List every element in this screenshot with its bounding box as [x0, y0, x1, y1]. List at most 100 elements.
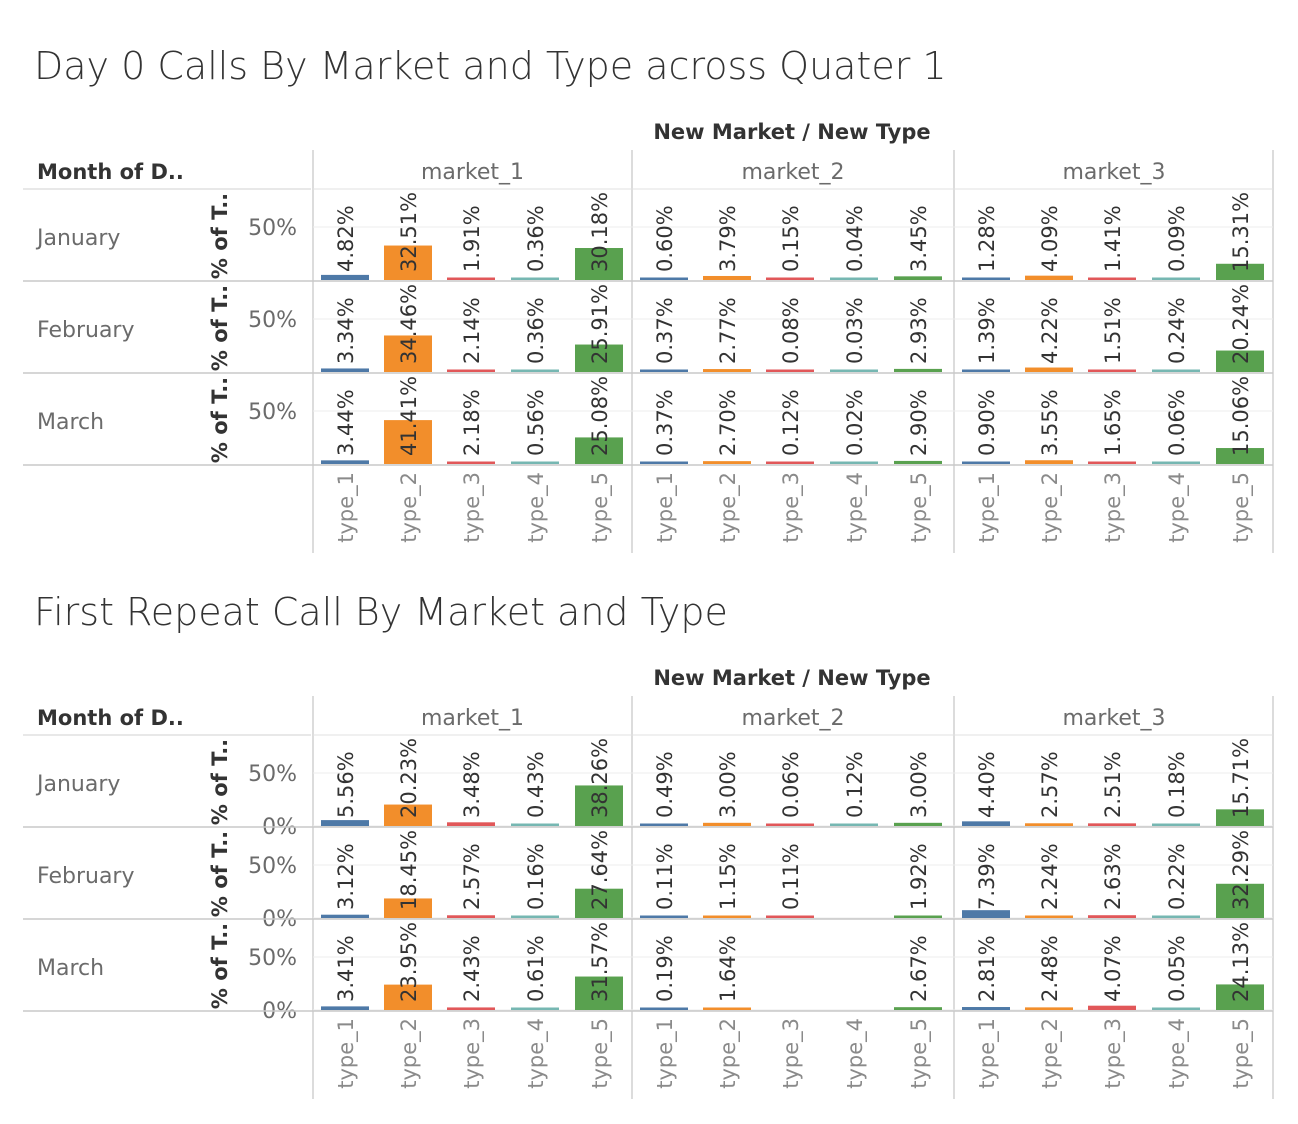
data-label: 20.24% [1229, 284, 1253, 364]
bar [575, 785, 623, 826]
x-tick-label: type_1 [334, 472, 359, 543]
data-label: 2.57% [460, 843, 484, 910]
data-label: 1.51% [1101, 297, 1125, 364]
data-label: 0.11% [653, 843, 677, 910]
data-label: 3.34% [334, 297, 358, 364]
data-label: 0.36% [524, 297, 548, 364]
market-header: market_1 [421, 160, 524, 185]
x-tick-label: type_1 [653, 472, 678, 543]
data-label: 1.92% [907, 843, 931, 910]
x-tick-label: type_2 [397, 472, 422, 543]
bar [1152, 1007, 1200, 1010]
data-label: 0.60% [653, 205, 677, 272]
y-tick-label: 50% [248, 762, 297, 787]
bar [447, 822, 495, 826]
bar [962, 369, 1010, 372]
data-label: 2.51% [1101, 751, 1125, 818]
row-header: Month of D.. [37, 706, 184, 730]
data-label: 2.48% [1038, 935, 1062, 1002]
data-label: 2.14% [460, 297, 484, 364]
bar [511, 915, 559, 918]
y-tick-label: 50% [248, 308, 297, 333]
y-axis-label: % of T.. [208, 193, 232, 279]
data-label: 3.00% [907, 751, 931, 818]
data-label: 2.77% [716, 297, 740, 364]
bar [766, 915, 814, 918]
x-tick-label: type_1 [653, 1018, 678, 1089]
bar [830, 277, 878, 280]
bar [511, 461, 559, 464]
bar [1088, 461, 1136, 464]
data-label: 4.07% [1101, 935, 1125, 1002]
bar [1216, 263, 1264, 280]
y-tick-label: 50% [248, 216, 297, 241]
bar [575, 888, 623, 918]
bar [640, 915, 688, 918]
data-label: 1.41% [1101, 205, 1125, 272]
data-label: 0.04% [843, 205, 867, 272]
x-tick-label: type_4 [1165, 1018, 1190, 1089]
data-label: 20.23% [397, 738, 421, 818]
chart-svg: New Market / New Type Month of D.. market_… [23, 666, 1274, 1099]
data-label: 1.28% [975, 205, 999, 272]
bar [384, 335, 432, 372]
market-header: market_2 [741, 160, 844, 185]
data-label: 0.22% [1165, 843, 1189, 910]
column-header: New Market / New Type [653, 666, 930, 690]
data-label: 3.48% [460, 751, 484, 818]
bar [575, 248, 623, 280]
y-tick-label: 50% [248, 854, 297, 879]
data-label: 0.12% [843, 751, 867, 818]
bar [1088, 369, 1136, 372]
bar [1088, 823, 1136, 826]
data-label: 0.03% [843, 297, 867, 364]
bar [894, 276, 942, 280]
bar [1152, 461, 1200, 464]
y-axis-label: % of T.. [208, 831, 232, 917]
bar [894, 460, 942, 464]
data-label: 1.15% [716, 843, 740, 910]
data-label: 2.24% [1038, 843, 1062, 910]
month-label: February [37, 864, 135, 889]
data-label: 0.18% [1165, 751, 1189, 818]
bar [1216, 350, 1264, 372]
data-label: 0.49% [653, 751, 677, 818]
bar [962, 461, 1010, 464]
x-tick-label: type_4 [1165, 472, 1190, 543]
bar [830, 823, 878, 826]
x-tick-label: type_5 [588, 472, 613, 543]
x-tick-label: type_5 [907, 1018, 932, 1089]
data-label: 3.41% [334, 935, 358, 1002]
x-tick-label: type_3 [460, 472, 485, 543]
data-label: 25.91% [588, 284, 612, 364]
x-tick-label: type_1 [975, 1018, 1000, 1089]
data-label: 4.82% [334, 205, 358, 272]
bar [962, 1007, 1010, 1010]
bar [1152, 823, 1200, 826]
chart-svg: New Market / New Type Month of D.. market_… [23, 120, 1274, 553]
bar [511, 1007, 559, 1010]
bar [321, 914, 369, 918]
data-label: 15.71% [1229, 738, 1253, 818]
x-tick-label: type_3 [1101, 1018, 1126, 1089]
bar [447, 369, 495, 372]
data-label: 2.93% [907, 297, 931, 364]
data-label: 0.08% [779, 297, 803, 364]
market-header: market_3 [1062, 706, 1165, 731]
bar [703, 1007, 751, 1010]
data-label: 0.90% [975, 389, 999, 456]
bar [703, 275, 751, 280]
bar [321, 368, 369, 372]
bar [962, 277, 1010, 280]
bar [703, 915, 751, 918]
data-label: 0.36% [524, 205, 548, 272]
x-tick-label: type_5 [1229, 1018, 1254, 1089]
bar [321, 820, 369, 826]
bar [962, 910, 1010, 918]
x-tick-label: type_2 [716, 1018, 741, 1089]
x-tick-label: type_2 [716, 472, 741, 543]
bar [447, 277, 495, 280]
data-label: 0.19% [653, 935, 677, 1002]
bar [1216, 448, 1264, 464]
data-label: 0.37% [653, 389, 677, 456]
